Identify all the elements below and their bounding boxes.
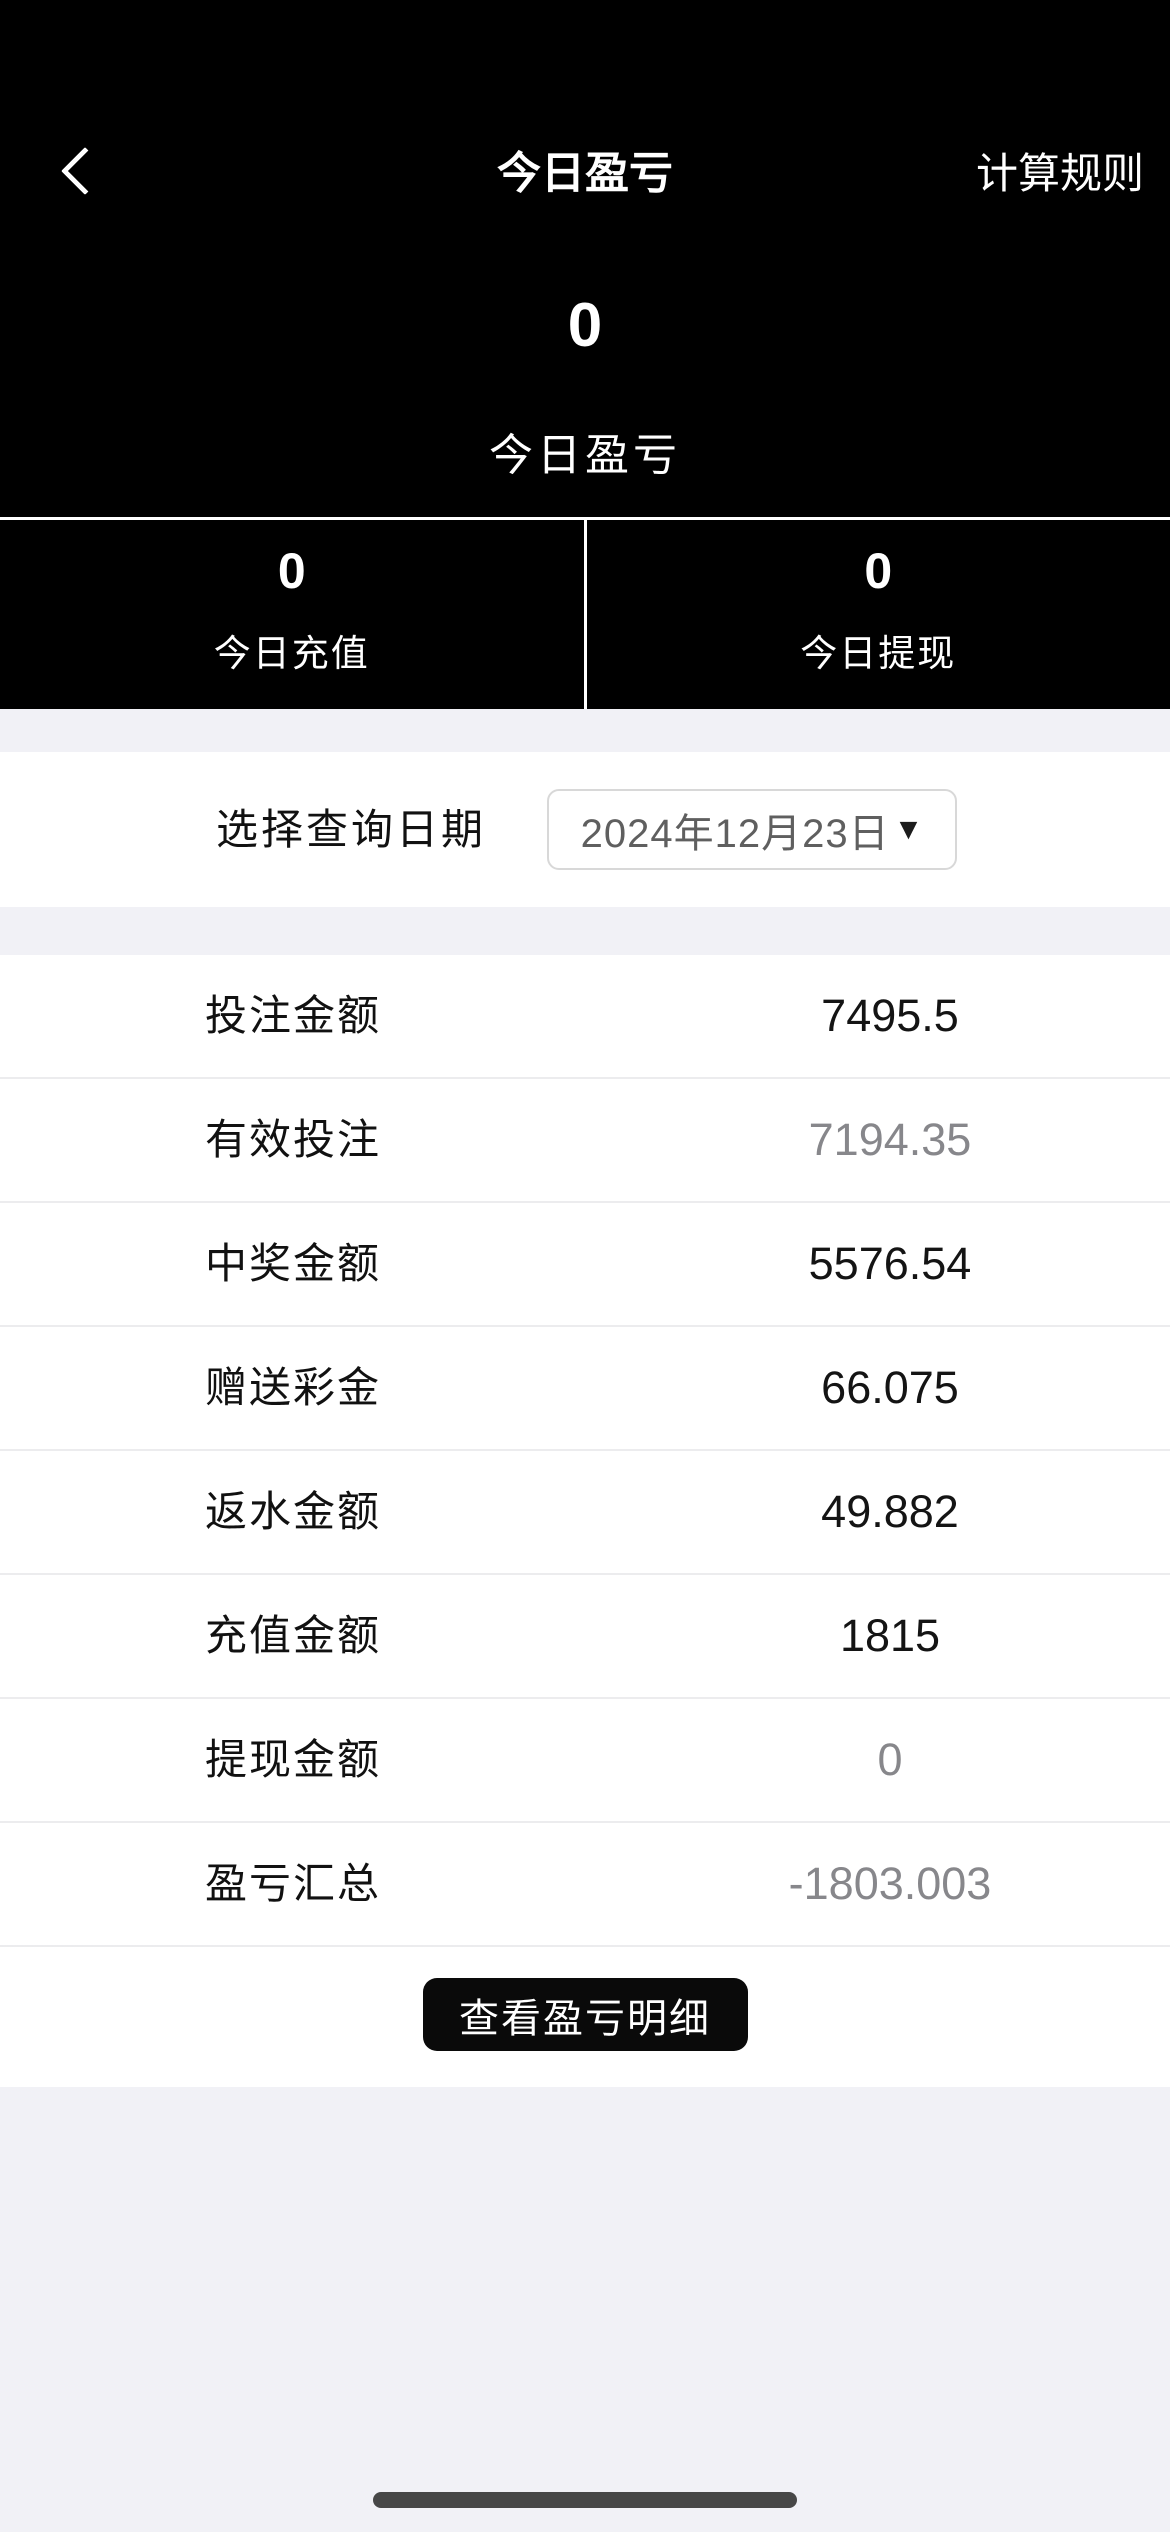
section-gap bbox=[0, 709, 1170, 752]
row-value: 7194.35 bbox=[808, 1114, 972, 1165]
today-deposit-label: 今日充值 bbox=[213, 633, 370, 674]
row-label: 赠送彩金 bbox=[205, 1364, 382, 1411]
row-value: 49.882 bbox=[821, 1486, 959, 1537]
home-indicator[interactable] bbox=[373, 2492, 797, 2508]
today-withdrawal-value: 0 bbox=[864, 543, 893, 599]
row-value: 7495.5 bbox=[821, 990, 959, 1041]
view-details-button[interactable]: 查看盈亏明细 bbox=[422, 1978, 748, 2051]
today-profit-loss-value: 0 bbox=[567, 291, 603, 360]
details-button-row: 查看盈亏明细 bbox=[0, 1947, 1170, 2087]
date-picker-value: 2024年12月23日 bbox=[580, 811, 890, 856]
footer-area bbox=[0, 2087, 1170, 2532]
panel-divider bbox=[583, 520, 587, 709]
nav-bar: 今日盈亏 计算规则 bbox=[0, 140, 1170, 208]
summary-row-winnings: 中奖金额 5576.54 bbox=[0, 1203, 1170, 1327]
dropdown-caret-icon: ▼ bbox=[893, 812, 924, 846]
date-picker-select[interactable]: 2024年12月23日 ▼ bbox=[547, 789, 957, 870]
today-withdrawal-label: 今日提现 bbox=[800, 633, 957, 674]
summary-row-bet-amount: 投注金额 7495.5 bbox=[0, 955, 1170, 1079]
summary-row-pl-total: 盈亏汇总 -1803.003 bbox=[0, 1823, 1170, 1947]
page-title: 今日盈亏 bbox=[497, 149, 673, 198]
summary-row-withdrawal: 提现金额 0 bbox=[0, 1699, 1170, 1823]
calculation-rules-button[interactable]: 计算规则 bbox=[976, 140, 1144, 208]
summary-row-deposit: 充值金额 1815 bbox=[0, 1575, 1170, 1699]
row-label: 盈亏汇总 bbox=[205, 1860, 382, 1907]
today-withdrawal-panel: 0 今日提现 bbox=[587, 520, 1170, 709]
summary-row-bonus: 赠送彩金 66.075 bbox=[0, 1327, 1170, 1451]
summary-list: 投注金额 7495.5 有效投注 7194.35 中奖金额 5576.54 赠送… bbox=[0, 955, 1170, 1947]
row-value: 0 bbox=[877, 1734, 903, 1785]
today-profit-loss-label: 今日盈亏 bbox=[489, 431, 681, 480]
summary-row-rebate: 返水金额 49.882 bbox=[0, 1451, 1170, 1575]
row-value: -1803.003 bbox=[788, 1858, 992, 1909]
row-label: 中奖金额 bbox=[205, 1240, 382, 1287]
row-label: 返水金额 bbox=[205, 1488, 382, 1535]
header-section: 今日盈亏 计算规则 0 今日盈亏 bbox=[0, 0, 1170, 517]
today-deposit-value: 0 bbox=[277, 543, 306, 599]
row-label: 投注金额 bbox=[205, 992, 382, 1039]
row-label: 充值金额 bbox=[205, 1612, 382, 1659]
date-picker-label: 选择查询日期 bbox=[216, 806, 487, 853]
row-value: 1815 bbox=[839, 1610, 941, 1661]
row-value: 5576.54 bbox=[808, 1238, 972, 1289]
today-stats-panels: 0 今日充值 0 今日提现 bbox=[0, 517, 1170, 709]
summary-row-valid-bet: 有效投注 7194.35 bbox=[0, 1079, 1170, 1203]
row-label: 提现金额 bbox=[205, 1736, 382, 1783]
section-gap bbox=[0, 907, 1170, 955]
today-deposit-panel: 0 今日充值 bbox=[0, 520, 584, 709]
date-filter-row: 选择查询日期 2024年12月23日 ▼ bbox=[0, 752, 1170, 907]
row-value: 66.075 bbox=[821, 1362, 959, 1413]
row-label: 有效投注 bbox=[205, 1116, 382, 1163]
